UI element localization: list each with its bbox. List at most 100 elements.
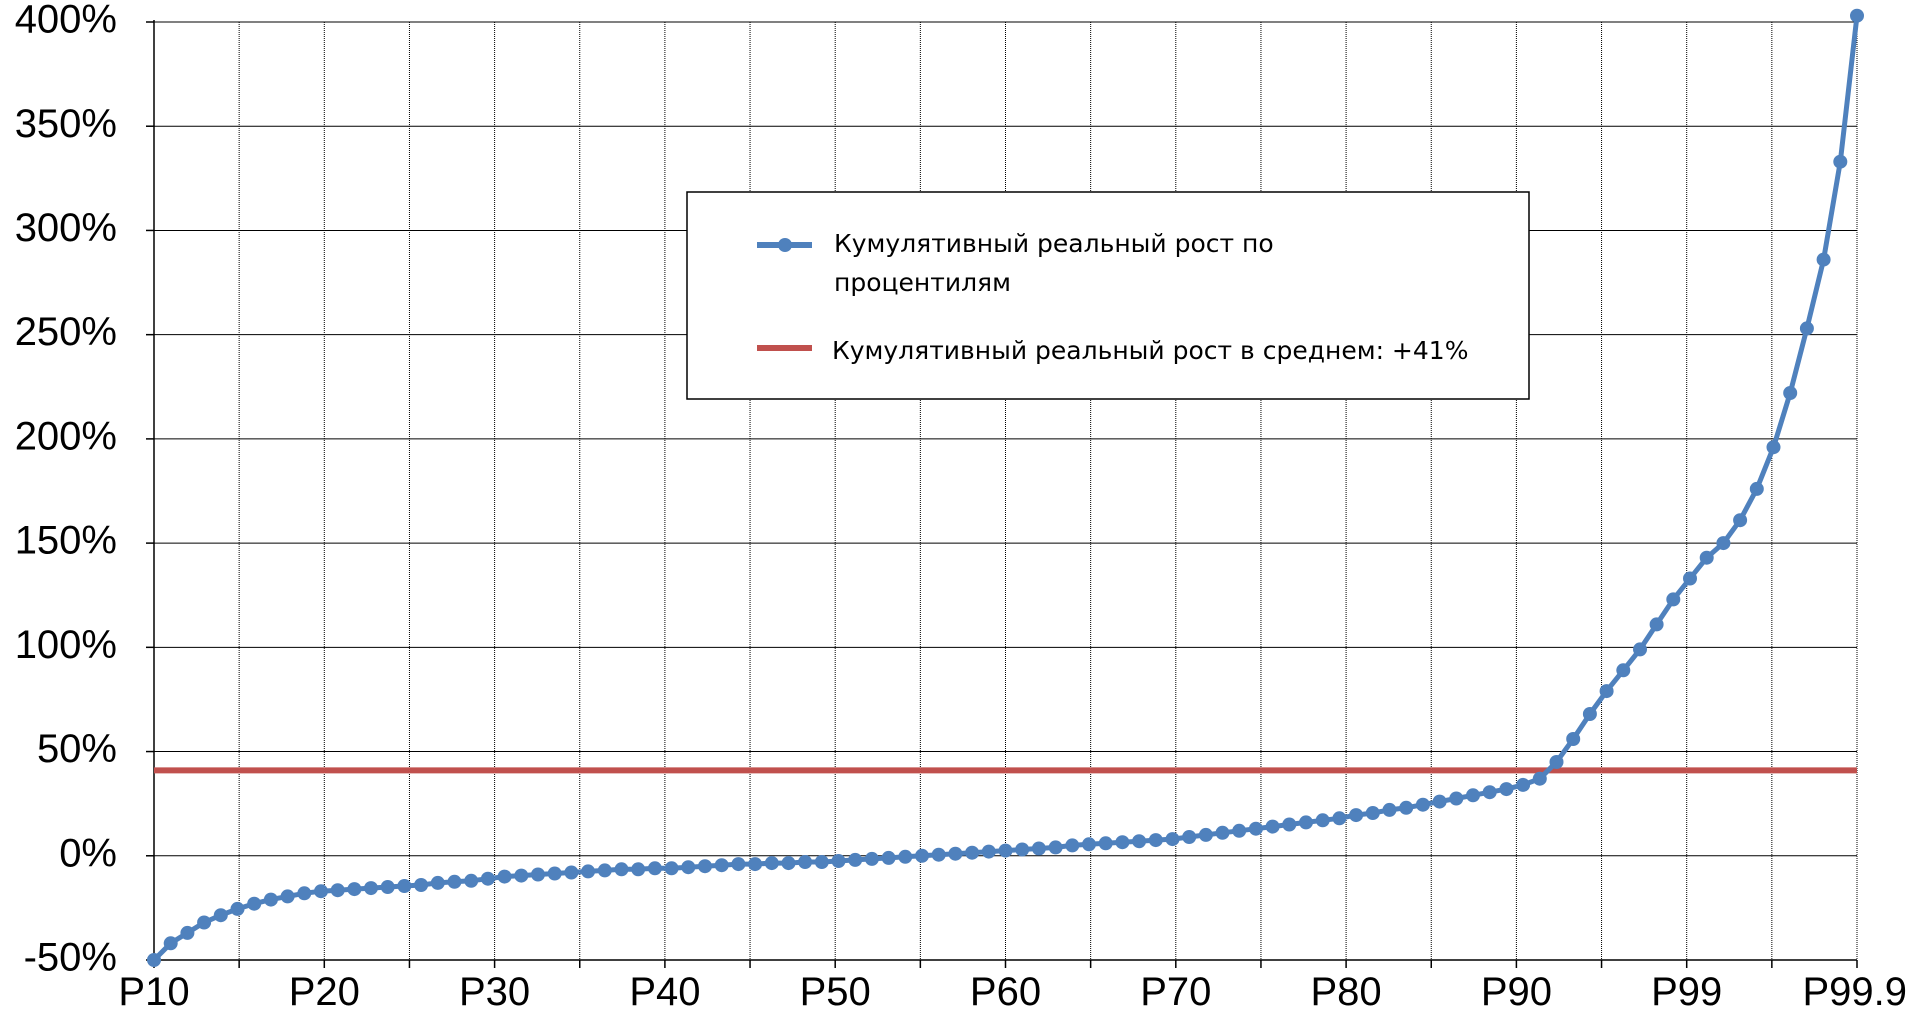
data-point [1532,771,1547,786]
data-point [814,855,829,869]
data-point [614,862,629,877]
x-tick-label: P50 [800,970,871,1014]
data-point [1716,536,1731,551]
x-tick-label: P99.9 [1802,970,1907,1014]
data-point [380,880,395,894]
data-point [1749,481,1764,496]
data-point [1215,825,1230,840]
y-tick-label: 400% [15,0,117,42]
data-point [1516,777,1531,792]
data-point [848,852,863,867]
data-point [698,859,712,874]
data-point [364,881,378,896]
data-point [180,925,195,940]
data-point [631,862,646,877]
data-point [280,889,295,904]
data-point [1432,794,1447,809]
x-tick-label: P60 [970,970,1041,1014]
data-point [1415,797,1430,812]
data-point [447,874,462,889]
legend: Кумулятивный реальный рост по процентиля… [686,191,1530,400]
data-point [347,882,362,897]
data-point [1332,811,1347,826]
data-point [213,908,228,923]
data-point [330,883,345,898]
data-point [1198,827,1213,842]
data-point [915,848,929,863]
data-point [1132,834,1147,849]
x-tick-label: P90 [1481,970,1552,1014]
data-point [798,855,813,869]
data-point [1683,571,1697,586]
data-point [414,878,429,892]
y-tick-label: 250% [15,310,117,354]
data-point [230,901,245,916]
legend-label-percentile-growth-line1: Кумулятивный реальный рост по [834,229,1274,258]
data-point [464,873,479,888]
data-point [581,864,596,879]
data-point [1182,830,1197,844]
data-point [1733,513,1748,528]
data-point [1466,788,1480,803]
data-point [514,868,529,883]
data-point [1265,819,1280,834]
data-point [981,844,996,859]
data-point [1816,252,1831,267]
x-axis-tick-labels: P10 P20 P30 P40 P50 P60 P70 P80 P90 P99 P99.9 [118,970,1907,1014]
data-point [998,843,1013,858]
data-point [1499,782,1514,797]
data-point [1566,732,1581,746]
data-point [1699,550,1714,565]
x-tick-label: P40 [629,970,700,1014]
data-point [1783,386,1798,400]
data-point [1616,663,1631,678]
data-point [531,867,545,882]
data-point [1850,8,1864,23]
y-tick-label: 300% [15,206,117,250]
data-point [1833,154,1848,169]
data-point [564,865,579,880]
data-point [664,861,679,876]
data-point [1248,821,1263,836]
data-point [197,915,212,930]
data-point [1315,813,1330,828]
data-point [597,863,612,878]
x-tick-label: P20 [289,970,360,1014]
x-tick-label: P99 [1651,970,1722,1014]
data-point [1633,642,1647,657]
data-point [831,854,846,868]
data-point [864,851,879,866]
x-tick-label: P70 [1140,970,1211,1014]
y-tick-label: -50% [24,936,117,980]
series-percentile-growth [147,8,1864,967]
data-point [480,871,495,886]
data-point [714,858,729,873]
data-point [314,884,328,899]
x-tick-label: P10 [118,970,189,1014]
data-point [1065,838,1080,853]
data-point [1365,806,1380,820]
data-point [881,850,896,865]
axes [146,20,1858,968]
data-point [1232,823,1247,838]
data-point [497,869,512,884]
data-point [297,886,312,901]
y-tick-label: 200% [15,414,117,458]
legend-label-mean-growth: Кумулятивный реальный рост в среднем: +4… [832,336,1468,365]
data-point [1549,755,1564,769]
data-point [647,861,662,876]
x-tick-label: P80 [1311,970,1382,1014]
legend-swatch-blue-marker [778,238,792,252]
data-point [1599,684,1614,699]
y-tick-label: 350% [15,102,117,146]
data-point [430,875,445,890]
data-point [1031,841,1046,856]
y-axis-tick-labels: -50% 0% 50% 100% 150% 200% 250% 300% 350% 400% [15,0,117,980]
data-point [147,953,161,967]
x-tick-label: P30 [459,970,530,1014]
data-point [1148,833,1163,848]
y-tick-label: 50% [37,727,117,771]
data-point [731,857,746,872]
